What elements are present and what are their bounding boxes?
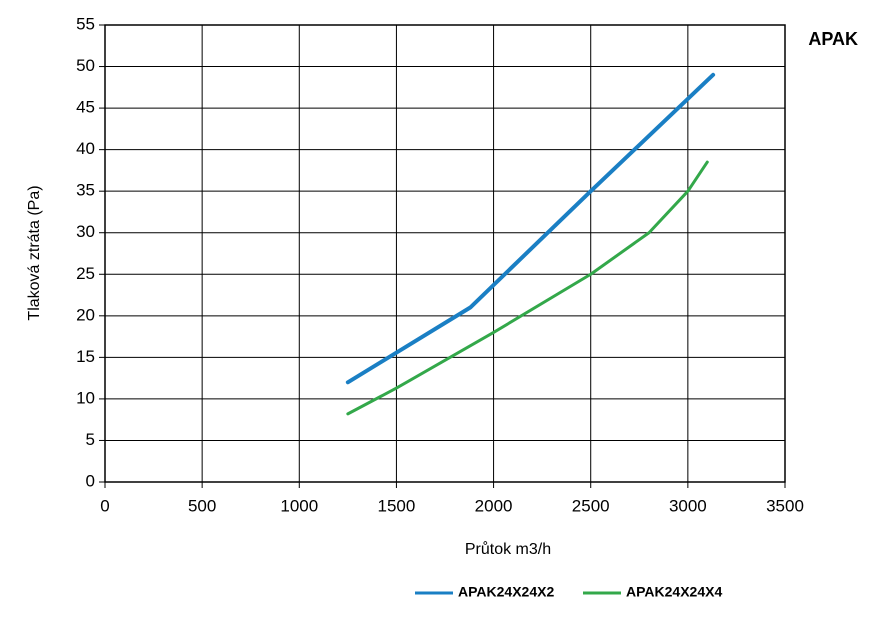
x-axis-label: Průtok m3/h (465, 540, 551, 558)
x-tick-label: 3000 (669, 496, 707, 515)
x-tick-label: 1500 (378, 496, 416, 515)
y-tick-label: 50 (76, 56, 95, 75)
x-tick-label: 1000 (280, 496, 318, 515)
legend-label: APAK24X24X2 (458, 584, 554, 600)
y-tick-label: 40 (76, 139, 95, 158)
y-tick-label: 0 (86, 471, 95, 490)
legend-label: APAK24X24X4 (626, 584, 722, 600)
y-tick-label: 15 (76, 347, 95, 366)
y-tick-label: 10 (76, 388, 95, 407)
chart-title: APAK (808, 29, 858, 49)
y-tick-label: 20 (76, 305, 95, 324)
plot-border (104, 24, 786, 483)
x-tick-label: 3500 (766, 496, 804, 515)
y-tick-label: 55 (76, 14, 95, 33)
y-axis-label: Tlaková ztráta (Pa) (26, 185, 43, 320)
y-tick-label: 5 (86, 430, 95, 449)
x-tick-label: 0 (100, 496, 109, 515)
data-line (346, 160, 709, 416)
x-tick-label: 2500 (572, 496, 610, 515)
x-tick-label: 500 (188, 496, 216, 515)
y-tick-label: 30 (76, 222, 95, 241)
data-line (345, 72, 716, 385)
y-tick-label: 45 (76, 98, 95, 117)
y-tick-label: 35 (76, 181, 95, 200)
y-tick-label: 25 (76, 264, 95, 283)
x-tick-label: 2000 (475, 496, 513, 515)
